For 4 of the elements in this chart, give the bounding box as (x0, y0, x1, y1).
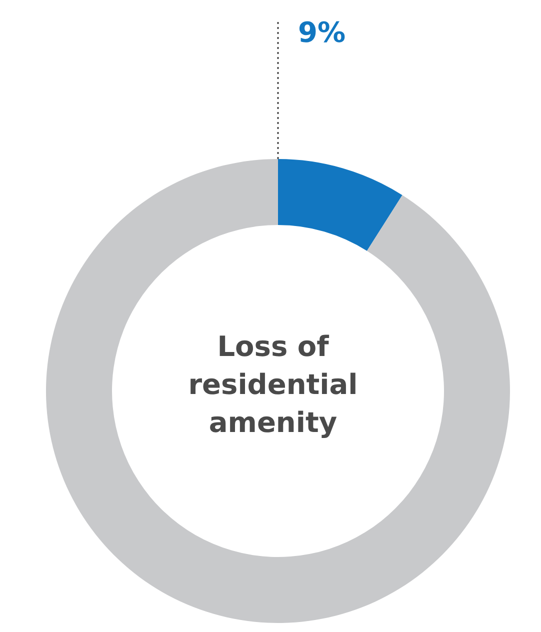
data-label: 9% (298, 16, 346, 49)
donut-slice (278, 159, 402, 251)
donut-slice (46, 159, 510, 623)
text: Loss of residential amenity (187, 329, 359, 441)
